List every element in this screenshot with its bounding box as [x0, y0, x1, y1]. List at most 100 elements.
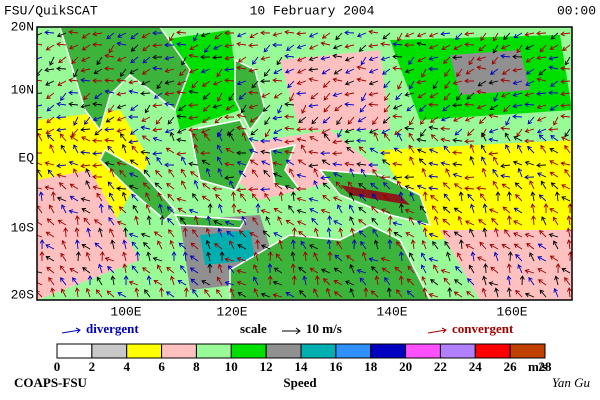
wind-arrow: [430, 116, 439, 123]
wind-arrow: [99, 251, 105, 262]
wind-arrow: [553, 287, 559, 298]
wind-arrow: [176, 197, 187, 202]
wind-arrow: [548, 126, 559, 132]
wind-arrow: [488, 151, 499, 157]
wind-arrow: [444, 80, 451, 90]
wind-arrow: [457, 252, 463, 262]
wind-arrow: [164, 55, 175, 61]
wind-arrow: [503, 32, 511, 41]
wind-arrow: [466, 92, 475, 100]
wind-arrow: [227, 265, 235, 274]
wind-arrow: [264, 192, 271, 202]
wind-arrow: [469, 155, 475, 166]
wind-arrow: [333, 172, 343, 178]
wind-arrow: [80, 77, 91, 83]
wind-arrow: [152, 30, 163, 36]
wind-arrow: [116, 56, 127, 62]
wind-arrow: [432, 241, 439, 250]
wind-arrow: [491, 217, 499, 226]
wind-arrow: [410, 239, 416, 250]
wind-arrow: [284, 29, 295, 35]
wind-arrow: [212, 55, 223, 60]
wind-arrow: [358, 230, 367, 238]
wind-arrow: [394, 266, 403, 274]
wind-arrow: [193, 143, 199, 154]
wind-arrow: [154, 182, 163, 190]
wind-arrow: [548, 232, 559, 238]
wind-arrow: [192, 132, 199, 142]
wind-arrow: [116, 186, 127, 192]
wind-arrow: [537, 172, 547, 178]
wind-arrow: [128, 79, 139, 85]
wind-arrow: [404, 208, 415, 214]
wind-arrow: [428, 292, 439, 298]
wind-arrow: [562, 44, 571, 51]
wind-arrow: [428, 148, 439, 154]
wind-arrow: [441, 44, 451, 50]
wind-arrow: [356, 77, 367, 83]
wind-arrow: [60, 252, 67, 262]
wind-arrow: [416, 137, 427, 143]
wind-arrow: [129, 159, 139, 166]
wind-arrow: [416, 184, 427, 190]
wind-arrow: [273, 128, 283, 134]
wind-arrow: [152, 65, 163, 71]
wind-arrow: [236, 41, 247, 47]
wind-arrow: [83, 116, 91, 125]
wind-arrow: [263, 169, 271, 178]
wind-arrow: [481, 132, 487, 142]
wind-arrow: [464, 78, 475, 84]
wind-arrow: [433, 215, 439, 226]
wind-arrow: [212, 186, 223, 192]
wind-arrow: [488, 128, 499, 134]
convergent-label: convergent: [452, 321, 514, 336]
wind-arrow: [193, 215, 199, 226]
wind-arrow: [430, 195, 439, 202]
wind-arrow: [506, 275, 512, 286]
wind-arrow: [561, 184, 571, 190]
wind-arrow: [380, 150, 391, 156]
wind-arrow: [351, 239, 357, 250]
map: [36, 26, 573, 301]
wind-arrow: [274, 182, 283, 190]
wind-arrow: [308, 67, 319, 73]
wind-arrow: [488, 113, 499, 119]
wind-arrow: [80, 163, 91, 169]
wind-arrow: [372, 168, 379, 178]
wind-arrow: [296, 196, 307, 202]
wind-arrow: [349, 192, 355, 202]
wind-arrow: [145, 156, 151, 166]
wind-arrow: [164, 128, 175, 134]
wind-arrow: [92, 163, 103, 168]
wind-arrow: [181, 156, 187, 166]
wind-arrow: [69, 183, 79, 190]
wind-arrow: [392, 113, 403, 119]
wind-arrow: [549, 104, 559, 111]
wind-arrow: [398, 191, 404, 202]
wind-arrow: [553, 240, 559, 250]
wind-arrow: [128, 139, 139, 145]
colorbar-swatch: [439, 343, 476, 359]
wind-arrow: [372, 228, 379, 238]
wind-arrow: [493, 92, 499, 102]
wind-arrow: [373, 239, 379, 250]
wind-arrow: [261, 244, 271, 250]
wind-arrow: [204, 44, 211, 53]
wind-arrow: [358, 146, 367, 154]
wind-arrow: [453, 183, 463, 190]
wind-arrow: [513, 243, 523, 250]
colorbar-label: 0: [54, 359, 61, 374]
wind-arrow: [284, 125, 295, 131]
wind-arrow: [536, 30, 547, 36]
wind-arrow: [205, 167, 211, 178]
wind-arrow: [548, 55, 559, 61]
wind-arrow: [308, 77, 319, 82]
colorbar-swatch: [161, 343, 197, 359]
divergent-label: divergent: [86, 321, 139, 336]
wind-arrow: [428, 102, 439, 108]
wind-arrow: [344, 43, 355, 49]
wind-arrow: [493, 32, 499, 42]
wind-arrow: [309, 136, 319, 142]
wind-arrow: [152, 136, 163, 142]
wind-arrow: [433, 264, 439, 274]
